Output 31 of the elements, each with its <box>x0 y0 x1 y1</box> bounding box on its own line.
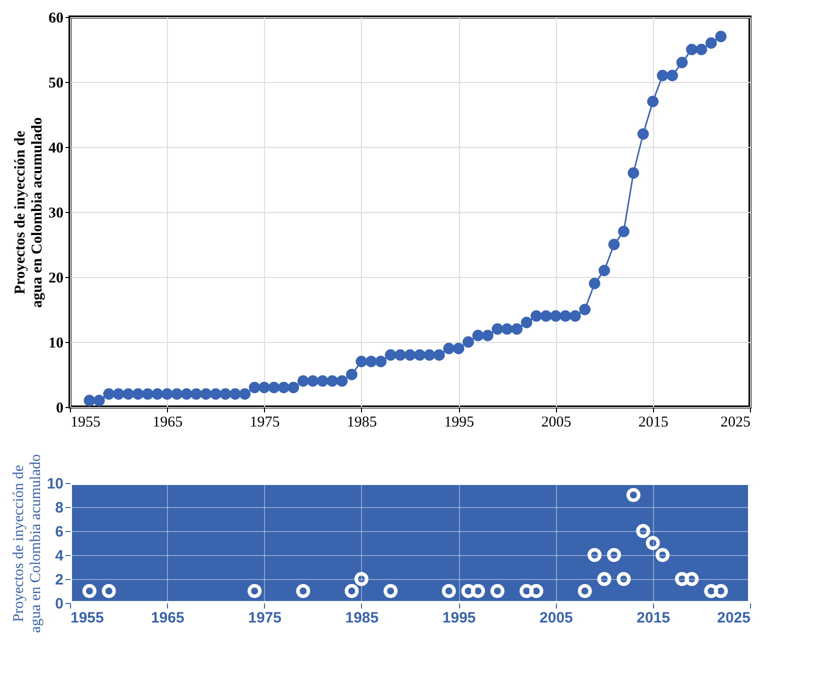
x-tick-label: 2025 <box>720 414 750 430</box>
y-tick-label: 60 <box>48 10 64 26</box>
y-axis-title: Proyectos de inyección de agua en Colombia acumulado <box>10 454 44 633</box>
x-tick-label: 2005 <box>541 414 572 430</box>
x-tick-label: 1985 <box>345 610 379 626</box>
x-tick-label: 1965 <box>150 610 184 626</box>
x-tick-label: 1965 <box>152 414 183 430</box>
x-tick-label: 2025 <box>717 610 750 626</box>
y-tick-label: 6 <box>55 524 64 540</box>
y-tick-label: 30 <box>48 206 64 222</box>
y-tick-label: 0 <box>56 400 64 416</box>
x-tick-label: 2005 <box>540 610 573 626</box>
y-tick-label: 50 <box>48 76 64 92</box>
y-tick-label: 10 <box>48 336 64 352</box>
y-tick-label: 20 <box>48 270 64 286</box>
y-tick-label: 0 <box>55 596 64 612</box>
x-tick-label: 1975 <box>250 414 280 430</box>
y-axis-title: Proyectos de inyección de agua en Colombia acumulado <box>12 117 46 308</box>
x-tick-label: 2015 <box>636 610 670 626</box>
y-tick-label: 10 <box>46 476 64 492</box>
x-tick-label: 2015 <box>638 414 668 430</box>
y-tick-label: 2 <box>55 572 64 588</box>
x-tick-label: 1985 <box>346 414 377 430</box>
y-tick-label: 40 <box>48 140 64 156</box>
x-tick-label: 1995 <box>444 414 474 430</box>
x-tick-label: 1975 <box>248 610 282 626</box>
y-tick-label: 8 <box>55 500 64 516</box>
x-tick-label: 1995 <box>442 610 476 626</box>
y-tick-label: 4 <box>55 548 64 564</box>
x-tick-label: 1955 <box>70 414 100 430</box>
x-tick-label: 1955 <box>70 610 104 626</box>
